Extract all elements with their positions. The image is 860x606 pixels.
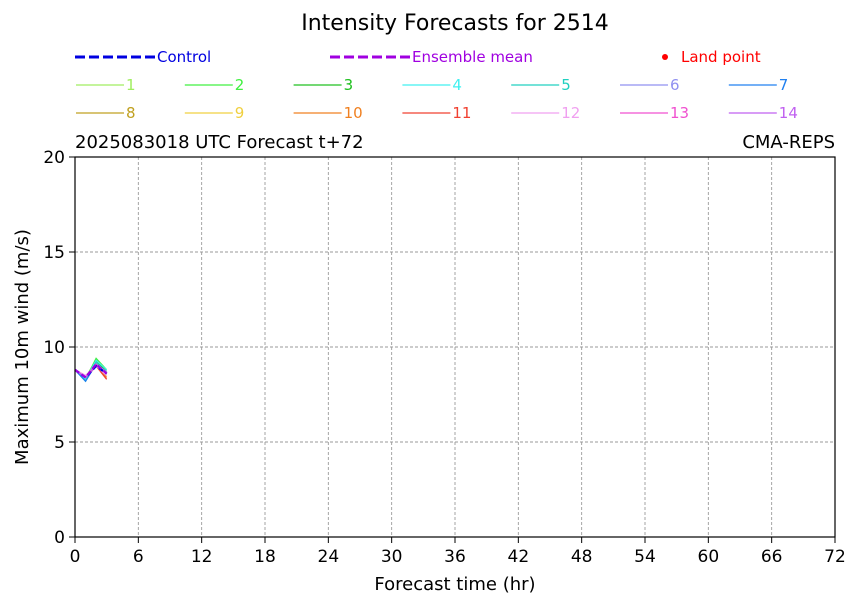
x-tick-label: 30: [381, 547, 403, 567]
x-tick-label: 12: [191, 547, 213, 567]
x-tick-label: 6: [133, 547, 144, 567]
x-tick-label: 0: [70, 547, 81, 567]
x-tick-label: 60: [698, 547, 720, 567]
legend-member-8-label: 8: [126, 104, 136, 122]
y-axis-label: Maximum 10m wind (m/s): [12, 229, 33, 465]
x-tick-label: 42: [508, 547, 530, 567]
x-axis-label: Forecast time (hr): [374, 574, 535, 595]
grid: [75, 157, 835, 537]
legend-member-10-label: 10: [344, 104, 363, 122]
legend-member-5-label: 5: [561, 76, 571, 94]
legend-member-12-label: 12: [561, 104, 580, 122]
axis-ticks: 0 6 12 18 24 30 36 42 48 54 60 66 72 0 5 10 15 20: [43, 148, 845, 567]
x-tick-label: 66: [761, 547, 783, 567]
series-lines: [74, 357, 108, 383]
legend-member-7-label: 7: [779, 76, 789, 94]
subtitle-right: CMA-REPS: [742, 132, 835, 153]
legend-land-point-label: Land point: [681, 48, 761, 66]
x-tick-label: 24: [318, 547, 340, 567]
legend-ensemble-mean-label: Ensemble mean: [412, 48, 533, 66]
y-tick-label: 20: [43, 148, 65, 168]
legend-member-2-label: 2: [235, 76, 245, 94]
legend-member-14-label: 14: [779, 104, 798, 122]
legend-control-label: Control: [157, 48, 211, 66]
legend-member-11-label: 11: [452, 104, 471, 122]
x-tick-label: 18: [254, 547, 276, 567]
x-tick-label: 54: [634, 547, 656, 567]
chart-title: Intensity Forecasts for 2514: [301, 11, 609, 36]
subtitle-left: 2025083018 UTC Forecast t+72: [75, 132, 364, 153]
legend-member-4-label: 4: [452, 76, 462, 94]
y-tick-label: 5: [54, 433, 65, 453]
legend-land-point-marker: [662, 54, 668, 60]
x-tick-label: 72: [824, 547, 846, 567]
y-tick-label: 0: [54, 528, 65, 548]
x-tick-label: 48: [571, 547, 593, 567]
legend-member-6-label: 6: [670, 76, 680, 94]
legend-member-13-label: 13: [670, 104, 689, 122]
legend-member-3-label: 3: [344, 76, 354, 94]
y-tick-label: 15: [43, 243, 65, 263]
legend-member-1-label: 1: [126, 76, 136, 94]
y-tick-label: 10: [43, 338, 65, 358]
legend-member-9-label: 9: [235, 104, 245, 122]
x-tick-label: 36: [444, 547, 466, 567]
